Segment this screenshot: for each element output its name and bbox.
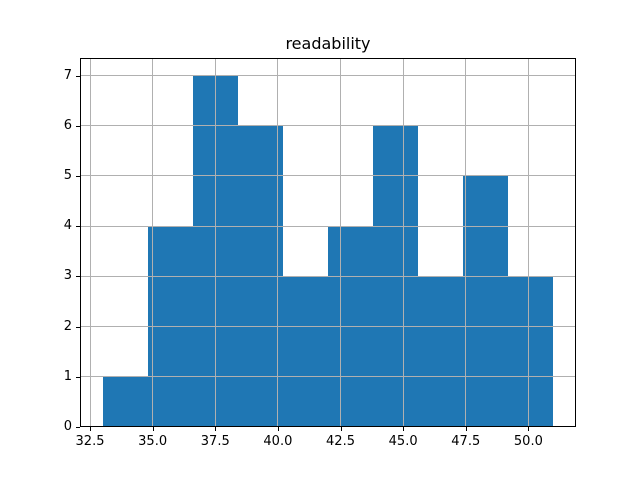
y-tick-mark bbox=[76, 376, 80, 378]
histogram-bar bbox=[282, 276, 328, 427]
x-axis-tick-label: 37.5 bbox=[200, 434, 230, 449]
x-axis-tick-label: 45.0 bbox=[388, 434, 418, 449]
y-axis-tick-label: 4 bbox=[63, 218, 72, 234]
y-tick-mark bbox=[76, 125, 80, 127]
y-axis-tick-label: 1 bbox=[63, 368, 72, 384]
histogram-bar bbox=[418, 276, 464, 427]
gridline-vertical bbox=[152, 58, 154, 427]
y-axis-tick-label: 3 bbox=[63, 268, 72, 284]
y-tick-mark bbox=[76, 175, 80, 177]
gridline-horizontal bbox=[80, 75, 576, 77]
gridline-vertical bbox=[527, 58, 529, 427]
y-tick-mark bbox=[76, 276, 80, 278]
x-tick-mark bbox=[465, 427, 467, 431]
y-tick-mark bbox=[76, 326, 80, 328]
histogram-bar bbox=[508, 276, 554, 427]
x-tick-mark bbox=[403, 427, 405, 431]
gridline-horizontal bbox=[80, 275, 576, 277]
x-tick-mark bbox=[277, 427, 279, 431]
y-axis-tick-label: 6 bbox=[63, 117, 72, 133]
y-tick-mark bbox=[76, 427, 80, 428]
plot-area bbox=[80, 58, 576, 427]
x-axis-tick-label: 32.5 bbox=[75, 434, 105, 449]
x-tick-mark bbox=[215, 427, 217, 431]
gridline-vertical bbox=[402, 58, 404, 427]
gridline-horizontal bbox=[80, 175, 576, 177]
gridline-horizontal bbox=[80, 125, 576, 127]
x-tick-mark bbox=[340, 427, 342, 431]
x-axis-tick-label: 47.5 bbox=[451, 434, 481, 449]
gridline-horizontal bbox=[80, 376, 576, 378]
y-tick-mark bbox=[76, 75, 80, 77]
gridline-vertical bbox=[465, 58, 467, 427]
y-axis-tick-label: 7 bbox=[63, 67, 72, 83]
gridline-horizontal bbox=[80, 326, 576, 328]
x-axis-tick-label: 50.0 bbox=[513, 434, 543, 449]
histogram-bar bbox=[463, 175, 509, 427]
x-axis-tick-label: 35.0 bbox=[138, 434, 168, 449]
histogram-bar bbox=[102, 376, 148, 427]
y-axis-tick-label: 2 bbox=[63, 318, 72, 334]
chart-title: readability bbox=[285, 34, 371, 53]
gridline-horizontal bbox=[80, 225, 576, 227]
x-tick-mark bbox=[152, 427, 154, 431]
x-axis-tick-label: 42.5 bbox=[326, 434, 355, 449]
x-tick-mark bbox=[528, 427, 530, 431]
gridline-vertical bbox=[277, 58, 279, 427]
x-tick-mark bbox=[90, 427, 92, 431]
y-axis-tick-label: 0 bbox=[63, 419, 72, 434]
y-tick-mark bbox=[76, 226, 80, 228]
y-axis-tick-label: 5 bbox=[63, 167, 72, 183]
x-axis-tick-label: 40.0 bbox=[263, 434, 293, 449]
gridline-vertical bbox=[214, 58, 216, 427]
gridline-vertical bbox=[340, 58, 342, 427]
gridline-vertical bbox=[89, 58, 91, 427]
